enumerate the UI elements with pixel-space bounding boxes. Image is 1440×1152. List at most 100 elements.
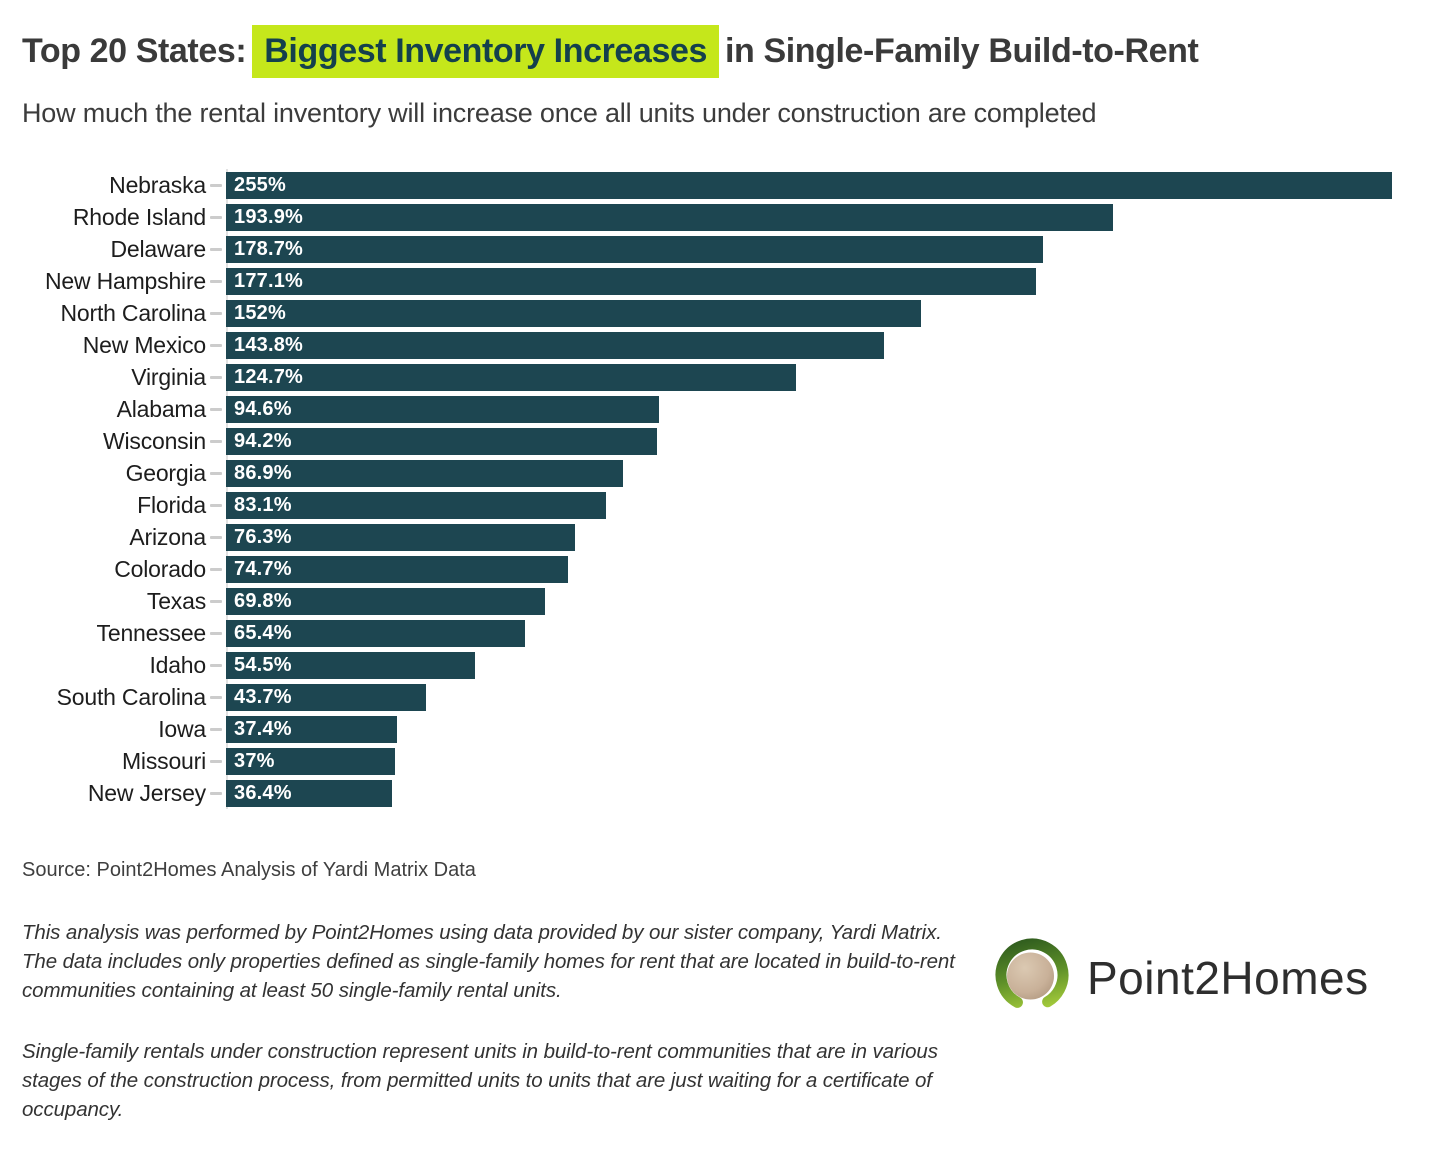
category-label: New Mexico <box>82 331 206 358</box>
point2homes-logo: Point2Homes <box>993 936 1369 1019</box>
bar: 54.5% <box>226 651 476 679</box>
chart-row: North Carolina 152% <box>22 297 1440 329</box>
category-label: Rhode Island <box>72 203 206 230</box>
bar-track: 83.1% <box>226 491 1392 519</box>
chart-subtitle: How much the rental inventory will incre… <box>22 98 1097 128</box>
category-label: Delaware <box>110 235 206 262</box>
value-label: 86.9% <box>234 461 292 484</box>
tick-cell <box>206 471 226 475</box>
bar: 43.7% <box>226 683 426 711</box>
chart-row: New Hampshire 177.1% <box>22 265 1440 297</box>
bar: 83.1% <box>226 491 606 519</box>
value-label: 43.7% <box>234 685 292 708</box>
bar: 193.9% <box>226 203 1113 231</box>
tick-cell <box>206 727 226 731</box>
bar: 94.6% <box>226 395 659 423</box>
value-label: 37% <box>234 749 275 772</box>
bar-track: 86.9% <box>226 459 1392 487</box>
tick-mark <box>210 695 222 699</box>
chart-row: Alabama 94.6% <box>22 393 1440 425</box>
bar: 36.4% <box>226 779 393 807</box>
bar-track: 94.2% <box>226 427 1392 455</box>
header: Top 20 States: Biggest Inventory Increase… <box>0 0 1440 129</box>
bar: 178.7% <box>226 235 1044 263</box>
tick-cell <box>206 791 226 795</box>
chart-row: Wisconsin 94.2% <box>22 425 1440 457</box>
title-highlight: Biggest Inventory Increases <box>252 25 719 78</box>
bar: 94.2% <box>226 427 657 455</box>
tick-cell <box>206 599 226 603</box>
category-label: Wisconsin <box>102 427 206 454</box>
tick-cell <box>206 695 226 699</box>
tick-mark <box>210 663 222 667</box>
bar-track: 69.8% <box>226 587 1392 615</box>
bar-chart: Nebraska 255% Rhode Island 193.9% Delaware 17… <box>0 169 1440 809</box>
bar: 65.4% <box>226 619 526 647</box>
value-label: 124.7% <box>234 365 304 388</box>
tick-cell <box>206 247 226 251</box>
category-label: North Carolina <box>60 299 207 326</box>
category-label: Virginia <box>131 363 206 390</box>
tick-cell <box>206 407 226 411</box>
tick-mark <box>210 727 222 731</box>
bar-track: 193.9% <box>226 203 1392 231</box>
chart-row: New Mexico 143.8% <box>22 329 1440 361</box>
tick-mark <box>210 215 222 219</box>
bar-track: 65.4% <box>226 619 1392 647</box>
category-label: Florida <box>137 491 206 518</box>
bar-track: 124.7% <box>226 363 1392 391</box>
source-note: Source: Point2Homes Analysis of Yardi Ma… <box>22 859 476 881</box>
value-label: 76.3% <box>234 525 292 548</box>
value-label: 69.8% <box>234 589 292 612</box>
category-label: New Hampshire <box>44 267 206 294</box>
value-label: 193.9% <box>234 205 304 228</box>
chart-row: Rhode Island 193.9% <box>22 201 1440 233</box>
tick-mark <box>210 471 222 475</box>
point2homes-logo-text: Point2Homes <box>1087 951 1369 1004</box>
tick-mark <box>210 631 222 635</box>
value-label: 94.6% <box>234 397 292 420</box>
tick-mark <box>210 311 222 315</box>
bar: 37.4% <box>226 715 398 743</box>
category-label: Georgia <box>125 459 207 486</box>
category-label: Arizona <box>129 523 206 550</box>
value-label: 74.7% <box>234 557 292 580</box>
tick-mark <box>210 183 222 187</box>
chart-row: Iowa 37.4% <box>22 713 1440 745</box>
bar-track: 76.3% <box>226 523 1392 551</box>
category-label: Iowa <box>158 715 206 742</box>
bar-track: 177.1% <box>226 267 1392 295</box>
value-label: 83.1% <box>234 493 292 516</box>
bar: 124.7% <box>226 363 797 391</box>
chart-row: Virginia 124.7% <box>22 361 1440 393</box>
value-label: 255% <box>234 173 286 196</box>
point2homes-logo-mark-icon <box>993 936 1071 1019</box>
bar-track: 36.4% <box>226 779 1392 807</box>
tick-mark <box>210 567 222 571</box>
value-label: 177.1% <box>234 269 304 292</box>
tick-mark <box>210 279 222 283</box>
bar-track: 255% <box>226 171 1392 199</box>
category-label: New Jersey <box>87 779 206 806</box>
tick-cell <box>206 215 226 219</box>
bar-track: 152% <box>226 299 1392 327</box>
tick-cell <box>206 567 226 571</box>
bar-track: 74.7% <box>226 555 1392 583</box>
value-label: 36.4% <box>234 781 292 804</box>
methodology-note-2: Single-family rentals under construction… <box>22 1040 938 1121</box>
bar: 152% <box>226 299 922 327</box>
category-label: Alabama <box>116 395 207 422</box>
bar: 69.8% <box>226 587 546 615</box>
category-label: Tennessee <box>96 619 207 646</box>
value-label: 54.5% <box>234 653 292 676</box>
bar-track: 54.5% <box>226 651 1392 679</box>
chart-rows: Nebraska 255% Rhode Island 193.9% Delaware 17… <box>22 169 1440 809</box>
tick-mark <box>210 247 222 251</box>
value-label: 152% <box>234 301 286 324</box>
title-suffix: in Single-Family Build-to-Rent <box>724 32 1199 70</box>
chart-row: Nebraska 255% <box>22 169 1440 201</box>
chart-row: Georgia 86.9% <box>22 457 1440 489</box>
category-label: Colorado <box>114 555 206 582</box>
tick-cell <box>206 503 226 507</box>
